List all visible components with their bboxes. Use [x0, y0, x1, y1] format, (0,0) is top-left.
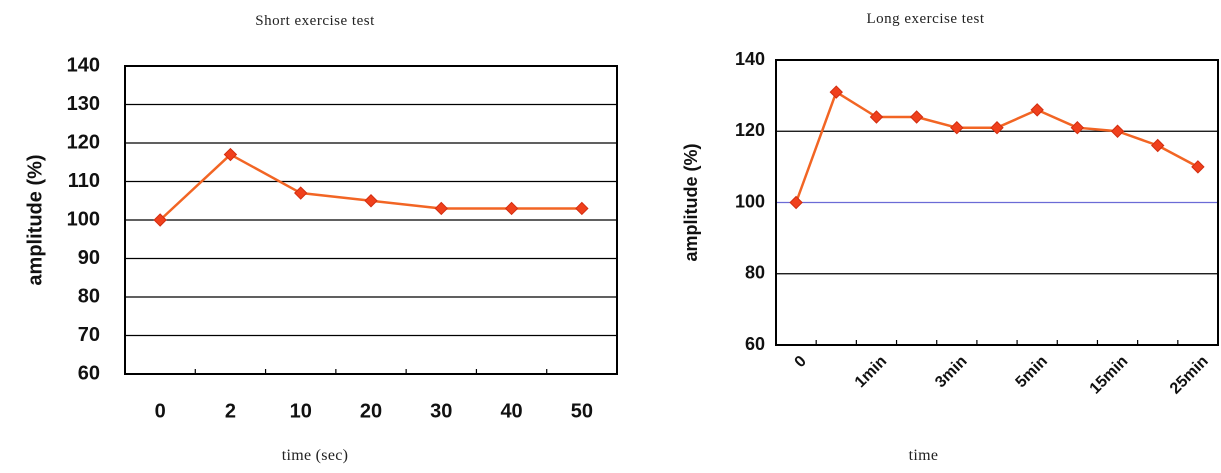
- y-tick-label: 110: [68, 170, 100, 192]
- y-tick-label: 60: [78, 362, 100, 384]
- data-point: [223, 147, 238, 162]
- y-tick-label: 60: [745, 334, 765, 354]
- x-tick-label: 25min: [1167, 353, 1212, 398]
- data-point: [364, 194, 378, 208]
- data-point: [504, 201, 519, 216]
- y-tick-label: 80: [745, 263, 765, 283]
- x-tick-label: 0: [155, 400, 166, 422]
- data-point: [575, 201, 589, 216]
- series-line: [794, 90, 1199, 203]
- x-tick-label: 2: [225, 400, 236, 422]
- data-point: [869, 110, 884, 124]
- data-point: [434, 201, 448, 216]
- y-tick-label: 80: [78, 285, 100, 307]
- data-point: [829, 85, 843, 99]
- data-point: [153, 213, 167, 227]
- data-point: [1110, 124, 1125, 138]
- y-tick-label: 120: [735, 120, 765, 140]
- x-tick-label: 5min: [1013, 353, 1051, 391]
- y-tick-label: 130: [67, 93, 100, 115]
- x-tick-label: 50: [571, 400, 593, 422]
- chart-title: Short exercise test: [255, 13, 375, 29]
- y-tick-label: 120: [67, 131, 100, 153]
- short-exercise-plot: 60 70 80 90 100 110 120 130 140 0 2 10 20 30 40 50 ampli…: [24, 54, 618, 422]
- plot-area-border: [775, 59, 1219, 346]
- data-point: [1151, 138, 1165, 153]
- short-exercise-chart: Short exercise test 60 70 80 90 100 110 120 130…: [24, 13, 618, 464]
- data-point: [909, 110, 924, 124]
- plot-area-border: [124, 65, 618, 375]
- chart-title: Long exercise test: [866, 11, 985, 27]
- x-tick-label: 40: [500, 400, 522, 422]
- data-point: [1030, 103, 1044, 117]
- y-tick-label: 140: [735, 49, 765, 69]
- data-point: [1070, 120, 1085, 135]
- series-line: [159, 153, 582, 221]
- data-point: [789, 195, 803, 210]
- x-tick-label: 15min: [1087, 353, 1132, 398]
- y-tick-label: 140: [67, 54, 100, 76]
- x-tick-label: 1min: [852, 353, 890, 391]
- long-exercise-chart: Long exercise test 60 80 100 120 140 0 1min 3mi…: [620, 0, 1221, 473]
- data-point: [990, 120, 1004, 135]
- long-exercise-plot: 60 80 100 120 140 0 1min 3min 5min 15min 25min ampl…: [681, 49, 1219, 398]
- data-point: [950, 120, 964, 135]
- x-axis-title: time: [908, 447, 939, 464]
- y-axis-title: amplitude (%): [24, 154, 46, 285]
- y-tick-label: 100: [67, 208, 100, 230]
- y-tick-label: 90: [78, 247, 100, 269]
- x-tick-label: 20: [360, 400, 382, 422]
- y-tick-label: 100: [735, 191, 765, 211]
- y-axis-title: amplitude (%): [681, 143, 701, 261]
- x-tick-label: 10: [290, 400, 312, 422]
- x-tick-label: 0: [792, 353, 810, 371]
- data-point: [294, 186, 308, 200]
- x-axis-title: time (sec): [281, 447, 349, 464]
- x-tick-label: 3min: [932, 353, 970, 391]
- data-point: [1191, 160, 1205, 174]
- y-tick-label: 70: [78, 324, 100, 346]
- x-tick-label: 30: [430, 400, 452, 422]
